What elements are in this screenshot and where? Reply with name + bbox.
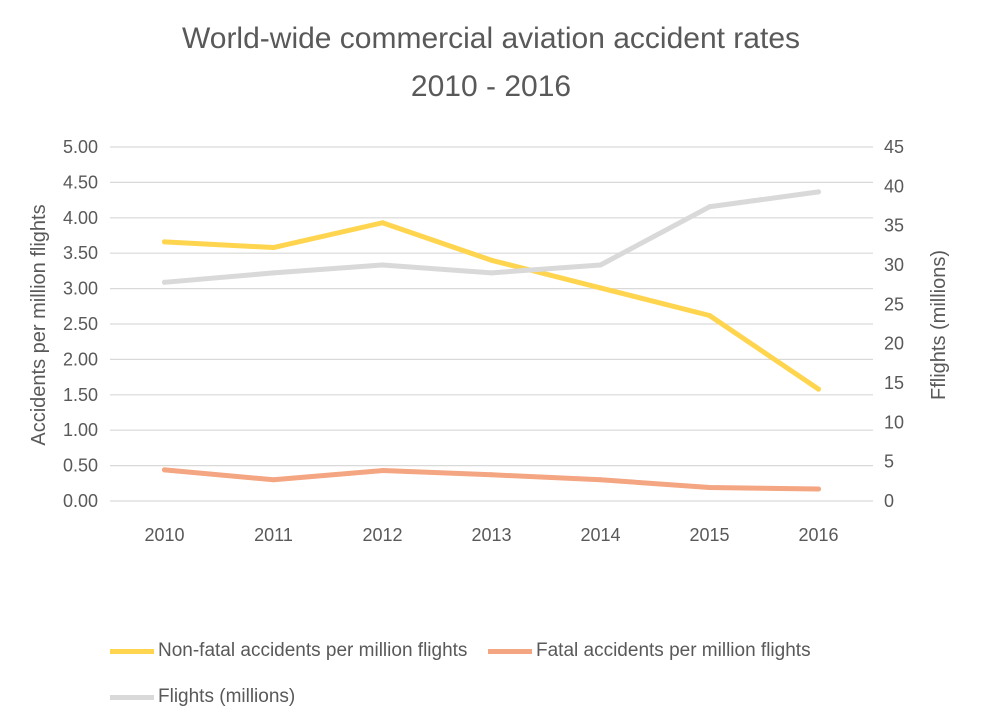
x-tick-label: 2010 — [144, 525, 184, 545]
y-axis-ticks: 5.00 4.50 4.00 3.50 3.00 2.50 2.00 1.50 1.00 0.50… — [63, 137, 98, 511]
data-point — [489, 270, 494, 276]
y-tick-label: 1.00 — [63, 420, 98, 440]
y2-tick-label: 5 — [884, 452, 894, 472]
data-point — [816, 189, 821, 195]
legend-swatch-flights — [110, 694, 154, 700]
x-tick-label: 2015 — [689, 525, 729, 545]
data-point — [271, 270, 276, 276]
y-tick-label: 0.00 — [63, 491, 98, 511]
y-tick-label: 1.50 — [63, 385, 98, 405]
y2-tick-label: 30 — [884, 255, 904, 275]
x-tick-label: 2013 — [471, 525, 511, 545]
grid-lines — [110, 146, 873, 502]
data-point — [380, 262, 385, 268]
y2-tick-label: 20 — [884, 334, 904, 354]
y2-tick-label: 35 — [884, 216, 904, 236]
y2-axis-title: Fflights (millions) — [928, 250, 950, 400]
legend-item-flights: Flights (millions) — [110, 686, 295, 708]
legend-label-nonfatal: Non-fatal accidents per million flights — [158, 640, 468, 661]
y2-tick-label: 45 — [884, 137, 904, 157]
y2-tick-label: 10 — [884, 412, 904, 432]
y-tick-label: 2.00 — [63, 349, 98, 369]
y-tick-label: 4.00 — [63, 208, 98, 228]
data-point — [707, 313, 712, 319]
legend-swatch-fatal — [488, 648, 532, 654]
series-line-0 — [162, 220, 821, 392]
data-point — [707, 204, 712, 210]
series-line-2 — [162, 189, 821, 285]
y-tick-label: 3.50 — [63, 243, 98, 263]
x-tick-label: 2014 — [580, 525, 620, 545]
y-tick-label: 2.50 — [63, 314, 98, 334]
y-tick-label: 5.00 — [63, 137, 98, 157]
x-tick-label: 2016 — [798, 525, 838, 545]
data-point — [598, 477, 603, 483]
legend-label-flights: Flights (millions) — [158, 686, 296, 707]
data-point — [162, 239, 167, 245]
data-point — [489, 472, 494, 478]
data-point — [271, 245, 276, 251]
x-tick-label: 2011 — [254, 525, 293, 545]
y-tick-label: 3.00 — [63, 279, 98, 299]
y2-axis-ticks: 45 40 35 30 25 20 15 10 5 0 — [884, 137, 904, 511]
y-tick-label: 4.50 — [63, 172, 98, 192]
data-point — [380, 468, 385, 474]
y-tick-label: 0.50 — [63, 456, 98, 476]
y2-tick-label: 15 — [884, 373, 904, 393]
data-point — [816, 386, 821, 392]
series-lines — [162, 189, 821, 492]
y-axis-title: Accidents per million flights — [28, 204, 50, 445]
data-point — [380, 220, 385, 226]
data-point — [598, 262, 603, 268]
data-point — [816, 486, 821, 492]
legend-item-nonfatal: Non-fatal accidents per million flights — [110, 640, 467, 662]
y2-tick-label: 40 — [884, 176, 904, 196]
y2-tick-label: 0 — [884, 491, 894, 511]
data-point — [162, 467, 167, 473]
x-axis-ticks: 2010 2011 2012 2013 2014 2015 2016 — [144, 525, 838, 545]
data-point — [162, 279, 167, 285]
data-point — [707, 485, 712, 491]
legend-swatch-nonfatal — [110, 648, 154, 654]
data-point — [489, 257, 494, 263]
chart-title-line-1: World-wide commercial aviation accident … — [181, 22, 801, 55]
legend-item-fatal: Fatal accidents per million flights — [488, 640, 811, 662]
data-point — [271, 477, 276, 483]
data-point — [598, 285, 603, 291]
legend-label-fatal: Fatal accidents per million flights — [536, 640, 811, 661]
x-tick-label: 2012 — [362, 525, 402, 545]
y2-tick-label: 25 — [884, 294, 904, 314]
chart-title-line-2: 2010 - 2016 — [410, 70, 572, 103]
